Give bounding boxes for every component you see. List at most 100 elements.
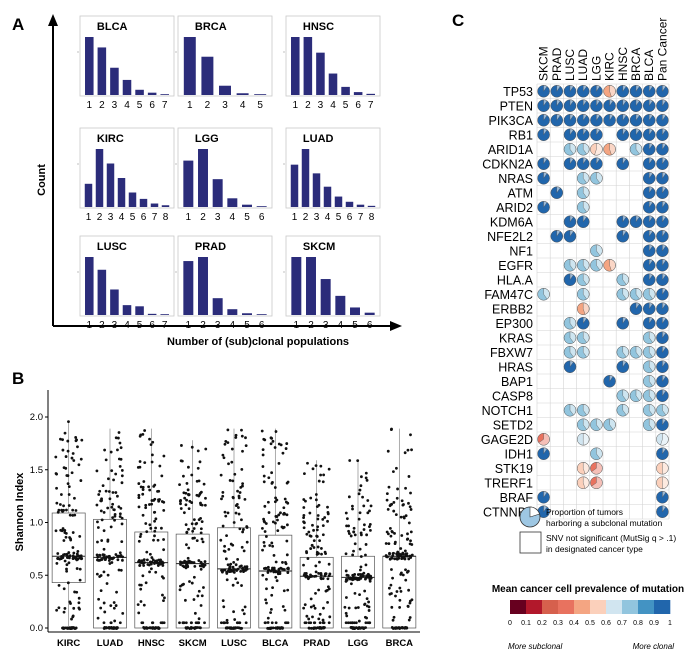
data-point: [153, 627, 157, 630]
cell-pie-slice: [556, 85, 561, 92]
cell-pie-slice: [596, 172, 603, 184]
data-point: [270, 593, 274, 597]
data-point: [398, 586, 402, 590]
data-point: [139, 600, 143, 603]
data-point: [103, 610, 107, 614]
data-point: [271, 586, 274, 590]
facet-title: HNSC: [303, 21, 334, 33]
bar-hnsc-4: [328, 73, 338, 95]
data-point: [142, 626, 146, 629]
cell-pie-slice: [583, 259, 590, 271]
data-point: [344, 611, 348, 615]
data-point: [119, 446, 123, 450]
cell-hras-lusc: [563, 360, 577, 373]
data-point: [391, 554, 395, 558]
data-point: [197, 621, 201, 625]
panel-b-xtick-label: BLCA: [262, 638, 289, 649]
facet-frame: [285, 127, 381, 209]
data-point: [144, 522, 148, 525]
bar-lusc-3: [110, 289, 119, 315]
cell-pie-slice: [543, 99, 548, 107]
cell-pie-slice: [649, 114, 654, 121]
data-point: [224, 626, 228, 630]
panel-b-ytick-label: 0.5: [30, 570, 43, 581]
facet-xtick-label: 3: [215, 212, 221, 223]
data-point: [221, 599, 225, 603]
data-point: [67, 627, 71, 630]
bar-blca-3: [110, 67, 119, 95]
data-point: [364, 471, 368, 475]
cell-pie-slice: [569, 273, 574, 281]
data-point: [356, 626, 360, 630]
data-point: [404, 568, 407, 572]
bar-lgg-5: [242, 204, 252, 207]
facet-title: BLCA: [97, 21, 128, 33]
facet-xtick-label: 1: [292, 212, 298, 223]
points-luad: [95, 431, 125, 630]
data-point: [200, 503, 204, 507]
data-point: [314, 464, 318, 468]
data-point: [354, 606, 358, 610]
colorbar-swatch: [622, 600, 639, 614]
data-point: [136, 465, 140, 469]
data-point: [144, 503, 148, 507]
data-point: [395, 466, 398, 470]
data-point: [78, 534, 82, 538]
cell-pie-slice: [596, 114, 601, 121]
data-point: [101, 553, 105, 557]
data-point: [235, 502, 239, 506]
data-point: [60, 554, 63, 558]
data-point: [358, 568, 362, 572]
cell-pten-brca: [629, 99, 643, 112]
data-point: [305, 532, 309, 536]
data-point: [267, 476, 271, 480]
data-point: [367, 609, 371, 612]
colorbar-tick-label: 0: [508, 620, 512, 627]
cell-pie-slice: [660, 433, 669, 446]
column-header-kirc: KIRC: [603, 52, 617, 81]
facet-xtick-label: 4: [330, 100, 336, 111]
bar-skcm-6: [364, 312, 375, 315]
cell-pten-prad: [550, 99, 564, 112]
data-point: [271, 544, 275, 548]
data-point: [401, 503, 405, 507]
cell-pie-slice: [569, 114, 574, 121]
data-point: [137, 482, 141, 485]
data-point: [71, 531, 75, 534]
data-point: [99, 574, 103, 577]
data-point: [261, 453, 265, 457]
data-point: [230, 627, 234, 630]
data-point: [302, 606, 306, 610]
data-point: [70, 456, 74, 460]
data-point: [191, 529, 195, 533]
data-point: [396, 552, 400, 556]
data-point: [283, 497, 287, 501]
data-point: [144, 506, 148, 510]
cell-trerf1-pan-cancer: [656, 476, 669, 489]
row-label-trerf1: TRERF1: [484, 476, 533, 490]
data-point: [78, 556, 82, 560]
data-point: [325, 588, 329, 592]
data-point: [229, 562, 233, 566]
data-point: [312, 539, 316, 543]
data-point: [266, 571, 270, 574]
cell-pie-slice: [583, 302, 590, 315]
data-point: [151, 440, 155, 444]
data-point: [109, 626, 113, 629]
data-point: [231, 569, 235, 573]
data-point: [390, 605, 394, 609]
cell-ctnnb1-skcm: [537, 505, 550, 518]
row-label-kras: KRAS: [499, 331, 533, 345]
cell-kras-luad: [576, 331, 590, 344]
data-point: [66, 449, 70, 453]
cell-arid1a-luad: [576, 143, 590, 156]
data-point: [155, 561, 159, 565]
facet-xtick-label: 1: [186, 212, 192, 223]
data-point: [359, 531, 363, 535]
data-point: [187, 507, 191, 511]
data-point: [241, 484, 244, 488]
data-point: [199, 567, 203, 571]
cell-pie-slice: [569, 259, 577, 271]
data-point: [145, 530, 149, 534]
bar-brca-1: [183, 37, 196, 95]
